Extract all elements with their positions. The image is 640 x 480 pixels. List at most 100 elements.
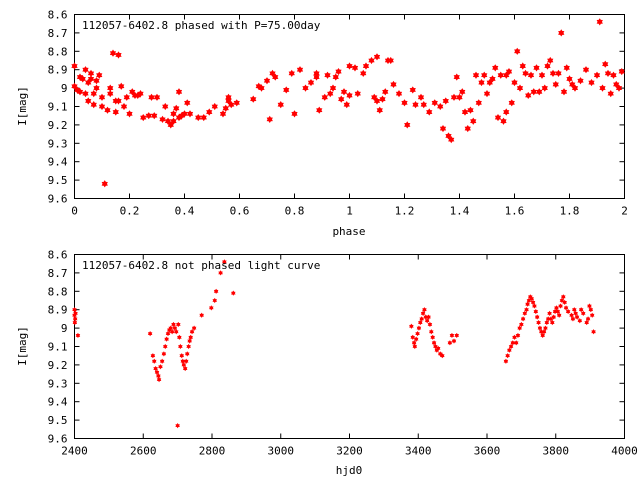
x-tick-label: 0.4 [175, 205, 195, 218]
data-point [558, 303, 563, 309]
data-point [164, 336, 169, 342]
data-point [514, 47, 521, 55]
data-point [277, 101, 284, 109]
data-point [602, 60, 609, 68]
y-tick-label: 9.2 [48, 119, 68, 132]
data-point [413, 336, 419, 342]
data-point [440, 353, 445, 359]
data-point [362, 62, 370, 70]
data-point [529, 296, 534, 302]
y-tick-labels: 8.6 8.7 8.8 8.9 9 9.1 9.2 9.3 9.4 9.5 9.6 [48, 249, 68, 446]
x-tick-label: 0.8 [285, 205, 305, 218]
x-axis-label: phase [332, 225, 365, 238]
y-axis-label: I[mag] [16, 86, 29, 126]
data-point [411, 340, 417, 346]
data-point [263, 77, 271, 85]
data-point [338, 95, 345, 103]
data-point [533, 308, 539, 315]
data-points [71, 18, 625, 188]
data-point [222, 104, 229, 112]
data-point [173, 104, 180, 112]
data-point [321, 93, 328, 101]
data-point [161, 351, 167, 357]
data-point [186, 343, 191, 350]
x-tick-label: 3400 [405, 445, 432, 458]
data-point [107, 84, 114, 92]
data-point [549, 69, 557, 77]
y-tick-label: 9.1 [48, 101, 68, 114]
data-point [101, 180, 108, 188]
data-point [79, 75, 86, 83]
data-point [511, 78, 518, 87]
data-point [555, 69, 562, 77]
chart-title: 112057-6402.8 not phased light curve [82, 259, 320, 272]
data-point [104, 106, 111, 114]
data-point [560, 88, 568, 96]
data-point [533, 64, 540, 72]
data-point [527, 71, 535, 79]
data-points [72, 259, 596, 429]
data-point [360, 69, 367, 77]
x-tick-labels: 2400 2600 2800 3000 3200 3400 3600 3800 4000 [61, 445, 638, 458]
data-point [508, 99, 515, 107]
data-point [565, 308, 571, 315]
x-tick-label: 1.4 [450, 205, 470, 218]
data-point [181, 362, 187, 368]
data-point [578, 307, 584, 313]
data-point [530, 88, 537, 96]
unphased-light-curve-panel: 8.6 8.7 8.8 8.9 9 9.1 9.2 9.3 9.4 9.5 9.6 2400 2600… [16, 249, 638, 478]
data-point [182, 365, 188, 372]
data-point [456, 93, 463, 101]
data-point [505, 353, 510, 359]
data-point [340, 88, 348, 96]
data-point [395, 90, 403, 98]
data-point [156, 373, 161, 379]
data-point [137, 90, 144, 98]
x-tick-label: 1.2 [395, 205, 415, 218]
x-axis-label: hjd0 [336, 464, 363, 477]
y-tick-label: 8.7 [48, 27, 68, 40]
data-point [250, 95, 257, 103]
data-point [599, 84, 606, 92]
data-point [420, 310, 426, 316]
data-point [324, 71, 331, 79]
data-point [112, 108, 119, 116]
data-point [538, 71, 546, 79]
data-point [93, 77, 100, 85]
data-point [420, 101, 427, 109]
data-point [118, 82, 125, 90]
data-point [577, 318, 583, 324]
data-point [426, 108, 433, 116]
data-point [90, 101, 97, 109]
data-point [449, 332, 455, 339]
x-tick-labels: 0 0.2 0.4 0.6 0.8 1 1.2 1.4 1.6 1.8 2 [71, 205, 628, 218]
data-point [426, 314, 431, 320]
x-tick-label: 2600 [130, 445, 157, 458]
data-point [82, 66, 89, 74]
data-point [379, 95, 386, 103]
data-point [115, 51, 122, 59]
data-point [525, 91, 532, 100]
x-tick-label: 1 [346, 205, 353, 218]
data-point [98, 102, 106, 111]
data-point [448, 136, 455, 144]
data-point [335, 67, 342, 76]
y-tick-label: 9.5 [48, 174, 68, 187]
data-point [544, 62, 551, 70]
data-point [165, 331, 171, 337]
data-point [283, 86, 290, 94]
data-point [410, 334, 415, 340]
data-point [427, 321, 433, 328]
data-point [404, 121, 411, 129]
data-point [447, 340, 453, 346]
data-point [547, 56, 554, 65]
data-point [351, 64, 359, 72]
data-point [115, 97, 122, 105]
data-point [500, 117, 507, 125]
data-point [572, 307, 577, 313]
data-point [231, 290, 236, 296]
data-point [412, 101, 419, 109]
data-point [517, 325, 522, 331]
data-point [544, 319, 550, 326]
